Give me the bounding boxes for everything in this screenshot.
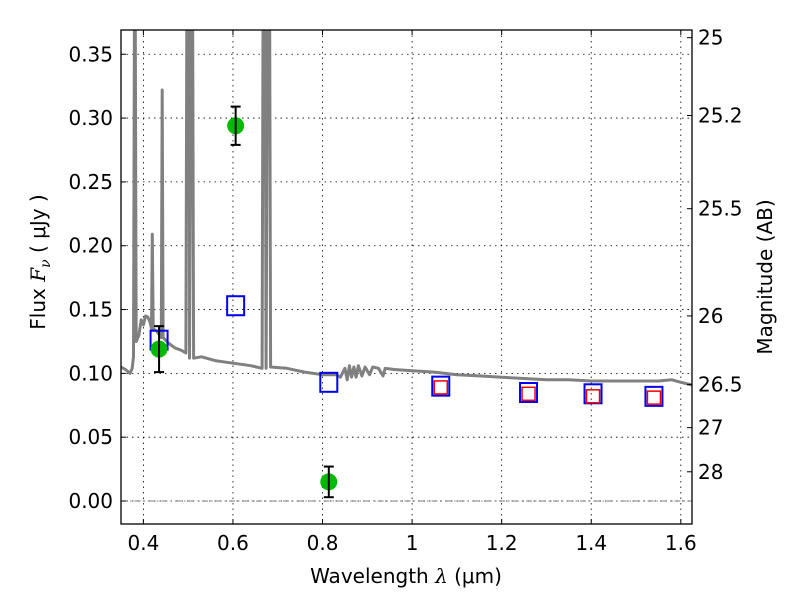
- y-axis-ticks: 0.00 0.05 0.10 0.15 0.20 0.25 0.30 0.35: [68, 42, 126, 513]
- y-tick-label: 0.20: [68, 234, 113, 258]
- y-tick-label: 0.05: [68, 425, 113, 449]
- y-axis-label-prefix: Flux: [26, 282, 50, 330]
- x-tick-label: 0.8: [307, 531, 339, 555]
- x-tick-label: 1.6: [665, 531, 697, 555]
- x-tick-label: 0.4: [127, 531, 159, 555]
- x-tick-label: 0.6: [217, 531, 249, 555]
- photometry-markers: [149, 105, 664, 499]
- x-tick-label: 1.2: [486, 531, 518, 555]
- y2-axis-label: Magnitude (AB): [753, 199, 777, 354]
- y2-tick-label: 26: [698, 304, 723, 328]
- y-axis-label-subscript: ν: [38, 259, 54, 268]
- y2-tick-label: 26.5: [698, 373, 743, 397]
- x-tick-label: 1.4: [575, 531, 607, 555]
- x-axis-label-prefix: Wavelength: [310, 564, 435, 588]
- y2-tick-label: 25: [698, 26, 723, 50]
- y2-tick-label: 27: [698, 416, 723, 440]
- y-axis-label-unit: ( μJy ): [26, 194, 50, 259]
- y-tick-label: 0.00: [68, 489, 113, 513]
- y2-tick-label: 25.2: [698, 104, 743, 128]
- spectrum-line: [121, 30, 692, 387]
- y-tick-label: 0.25: [68, 170, 113, 194]
- nir-square-marker: [433, 380, 449, 395]
- x-tick-label: 1: [406, 531, 419, 555]
- plot-frame: [120, 29, 693, 525]
- y-tick-label: 0.35: [68, 42, 113, 66]
- y2-tick-label: 25.5: [698, 197, 743, 221]
- model-square-marker: [226, 295, 246, 317]
- x-axis-ticks: 0.4 0.6 0.8 1 1.2 1.4 1.6: [127, 30, 697, 555]
- nir-square-marker: [585, 389, 601, 404]
- y-tick-label: 0.30: [68, 106, 113, 130]
- y-tick-label: 0.15: [68, 298, 113, 322]
- template-spectrum: [121, 30, 692, 387]
- y-axis-label-symbol: F: [26, 267, 50, 283]
- model-square-marker: [644, 385, 664, 407]
- x-axis-label-unit: (μm): [448, 564, 502, 588]
- y2-axis-ticks: 25 25.2 25.5 26 26.5 27 28: [687, 26, 743, 484]
- y-axis-label: Flux Fν ( μJy ): [26, 194, 54, 329]
- x-axis-label: Wavelength λ (μm): [310, 564, 502, 588]
- model-square-marker: [431, 375, 451, 397]
- nir-square-marker: [646, 390, 662, 405]
- model-square-marker: [519, 382, 539, 404]
- nir-square-marker: [521, 386, 536, 402]
- x-axis-label-symbol: λ: [434, 564, 448, 588]
- y-tick-label: 0.10: [68, 361, 113, 385]
- y2-tick-label: 28: [698, 460, 723, 484]
- model-square-marker: [319, 371, 339, 393]
